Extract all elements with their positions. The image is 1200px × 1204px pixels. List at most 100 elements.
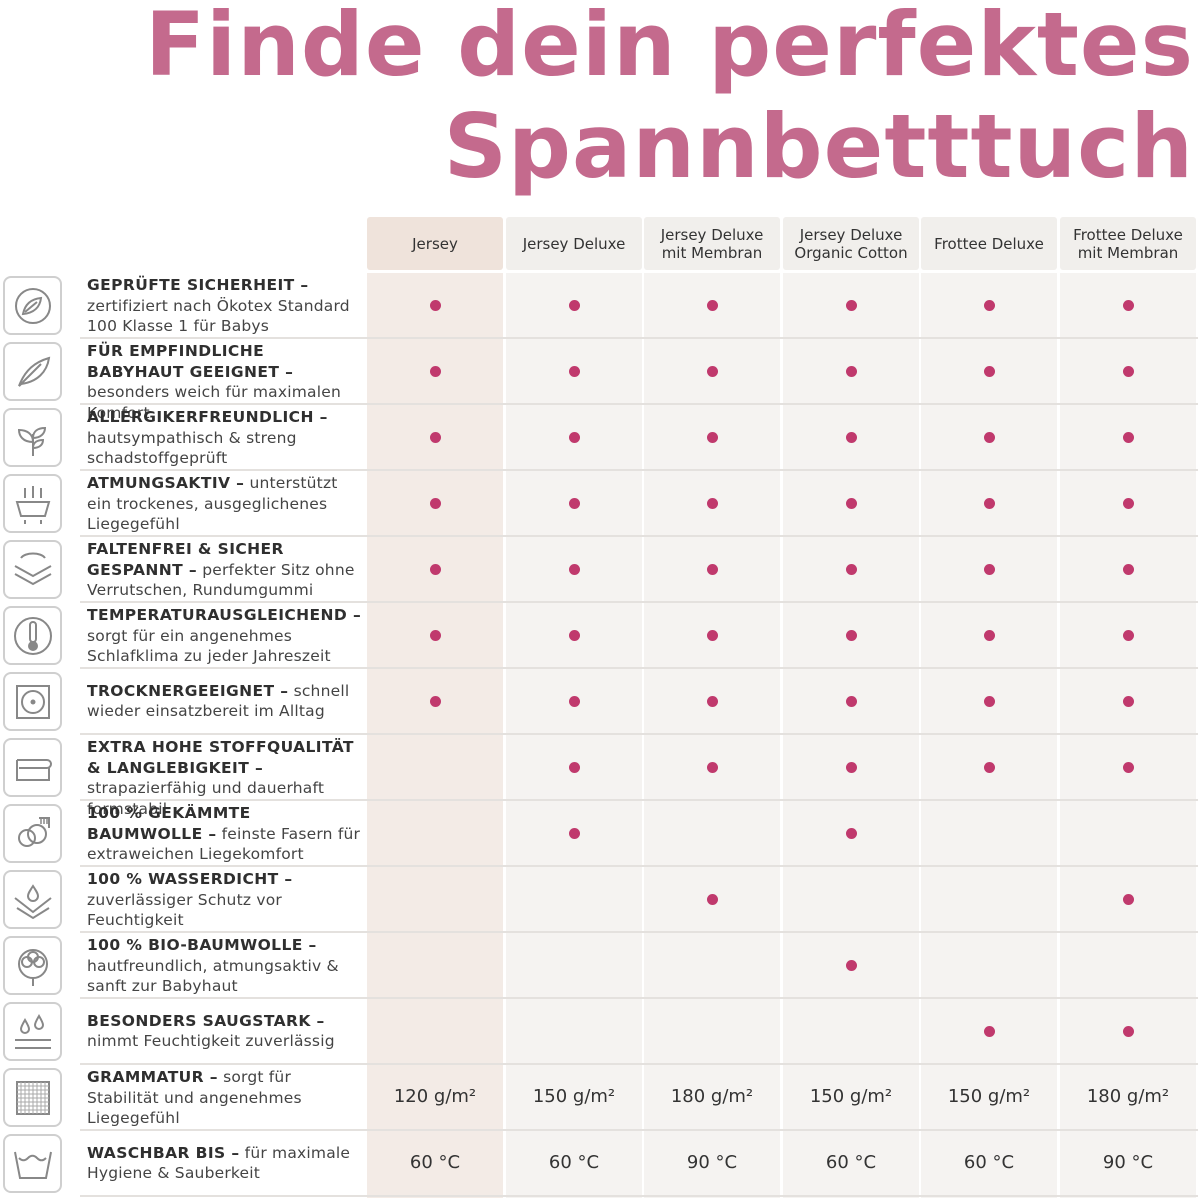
feature-title: 100 % BIO-BAUMWOLLE –: [87, 936, 317, 954]
cotton-flower-icon-graphic: [17, 948, 48, 986]
feature-text: für maximale Hygiene & Sauberkeit: [87, 1143, 351, 1183]
column-header: Jersey Deluxe Organic Cotton: [783, 217, 919, 270]
row-divider: [80, 733, 1198, 735]
feature-description: 100 % BIO-BAUMWOLLE – hautfreundlich, at…: [87, 935, 365, 997]
feature-title: FÜR EMPFINDLICHE BABYHAUT GEEIGNET –: [87, 342, 294, 381]
feature-dot: [568, 827, 580, 839]
feature-dot: [568, 497, 580, 509]
feature-text: sorgt für ein angenehmes Schlafklima zu …: [87, 626, 331, 666]
feature-title: 100 % GEKÄMMTE BAUMWOLLE –: [87, 804, 251, 843]
feature-dot: [568, 365, 580, 377]
absorbent-drops-icon: [3, 1002, 62, 1061]
feature-dot: [983, 695, 995, 707]
title-line-1: Finde dein perfektes: [144, 0, 1194, 96]
feature-title: FALTENFREI & SICHER GESPANNT –: [87, 540, 284, 579]
fabric-weave-icon: [3, 1068, 62, 1127]
feature-description: BESONDERS SAUGSTARK – nimmt Feuchtigkeit…: [87, 1011, 365, 1052]
feature-text: zuverlässiger Schutz vor Feuchtigkeit: [87, 890, 282, 930]
feature-dot: [1122, 1025, 1134, 1037]
feature-text: strapazierfähig und dauerhaft formstabil: [87, 779, 325, 818]
column-header-label: Frottee Deluxe mit Membran: [1073, 226, 1183, 262]
breathable-fabric-icon: [3, 474, 62, 533]
waterproof-icon: [3, 870, 62, 929]
wash-tub-icon: [3, 1134, 62, 1193]
row-divider: [80, 997, 1198, 999]
feature-dot: [706, 695, 718, 707]
feature-dot: [1122, 497, 1134, 509]
breathable-fabric-icon-graphic: [15, 485, 50, 524]
feature-dot: [1122, 299, 1134, 311]
feature-dot: [1122, 365, 1134, 377]
value-cell: 150 g/m²: [809, 1086, 893, 1107]
feature-title: TROCKNERGEEIGNET –: [87, 681, 289, 700]
leaves-circle-icon: [3, 276, 62, 335]
feature-dot: [845, 431, 857, 443]
column-header-label: Jersey: [412, 235, 458, 253]
feature-dot: [706, 299, 718, 311]
column-header: Jersey: [367, 217, 503, 270]
combed-cotton-icon: [3, 804, 62, 863]
column-header-label: Jersey Deluxe Organic Cotton: [794, 226, 907, 262]
column-header-line-1: Jersey Deluxe: [522, 234, 626, 253]
column-background: [506, 273, 642, 1198]
feature-title: EXTRA HOHE STOFFQUALITÄT & LANGLEBIGKEIT…: [87, 738, 354, 777]
feature-dot: [845, 959, 857, 971]
column-header-line-2: Organic Cotton: [794, 243, 908, 262]
feature-description: FÜR EMPFINDLICHE BABYHAUT GEEIGNET – bes…: [87, 341, 365, 423]
column-header-line-1: Jersey Deluxe: [799, 225, 903, 244]
value-cell: 90 °C: [1102, 1152, 1154, 1173]
feature-dot: [706, 497, 718, 509]
feature-dot: [1122, 629, 1134, 641]
feature-dot: [429, 365, 441, 377]
feature-text: zertifiziert nach Ökotex Standard 100 Kl…: [87, 296, 350, 336]
feature-text: schnell wieder einsatzbereit im Alltag: [87, 681, 350, 721]
value-cell: 150 g/m²: [532, 1086, 616, 1107]
row-divider: [80, 931, 1198, 933]
feature-dot: [706, 893, 718, 905]
feature-title: BESONDERS SAUGSTARK –: [87, 1011, 325, 1030]
feature-text: feinste Fasern für extraweichen Liegekom…: [87, 824, 361, 864]
feature-text: nimmt Feuchtigkeit zuverlässig: [87, 1032, 335, 1050]
feature-text: sorgt für Stabilität und angenehmes Lieg…: [87, 1068, 302, 1127]
feature-title: ALLERGIKERFREUNDLICH –: [87, 408, 328, 426]
feature-dot: [845, 563, 857, 575]
value-cell: 180 g/m²: [670, 1086, 754, 1107]
row-divider: [80, 1063, 1198, 1065]
feature-dot: [429, 299, 441, 311]
feature-dot: [429, 695, 441, 707]
feature-dot: [429, 431, 441, 443]
combed-cotton-icon-graphic: [17, 816, 50, 847]
column-header-line-1: Frottee Deluxe: [1073, 225, 1183, 244]
folded-fabric-icon-graphic: [15, 758, 52, 781]
row-divider: [80, 1129, 1198, 1131]
row-divider: [80, 337, 1198, 339]
column-background: [644, 273, 780, 1198]
feature-description: GRAMMATUR – sorgt für Stabilität und ang…: [87, 1067, 365, 1129]
column-background: [921, 273, 1057, 1198]
feature-dot: [568, 431, 580, 443]
feature-dot: [1122, 695, 1134, 707]
fitted-sheet-icon: [3, 540, 62, 599]
leaves-circle-icon-graphic: [14, 287, 51, 324]
row-divider: [80, 1195, 1198, 1197]
feature-dot: [845, 497, 857, 509]
plant-icon: [3, 408, 62, 467]
feature-dot: [1122, 893, 1134, 905]
feature-dot: [983, 1025, 995, 1037]
feature-dot: [568, 629, 580, 641]
thermometer-icon-graphic: [13, 616, 52, 655]
feature-dot: [568, 299, 580, 311]
feature-title: 100 % WASSERDICHT –: [87, 870, 293, 888]
column-header-label: Frottee Deluxe: [934, 235, 1044, 253]
column-header-line-1: Jersey: [412, 234, 458, 253]
value-cell: 60 °C: [409, 1152, 461, 1173]
feature-dot: [983, 431, 995, 443]
row-divider: [80, 403, 1198, 405]
column-header-line-1: Jersey Deluxe: [660, 225, 764, 244]
feature-dot: [845, 695, 857, 707]
fabric-weave-icon-graphic: [15, 1080, 50, 1115]
column-background: [1060, 273, 1196, 1198]
plant-icon-graphic: [17, 426, 46, 456]
value-cell: 150 g/m²: [947, 1086, 1031, 1107]
feature-dot: [845, 629, 857, 641]
